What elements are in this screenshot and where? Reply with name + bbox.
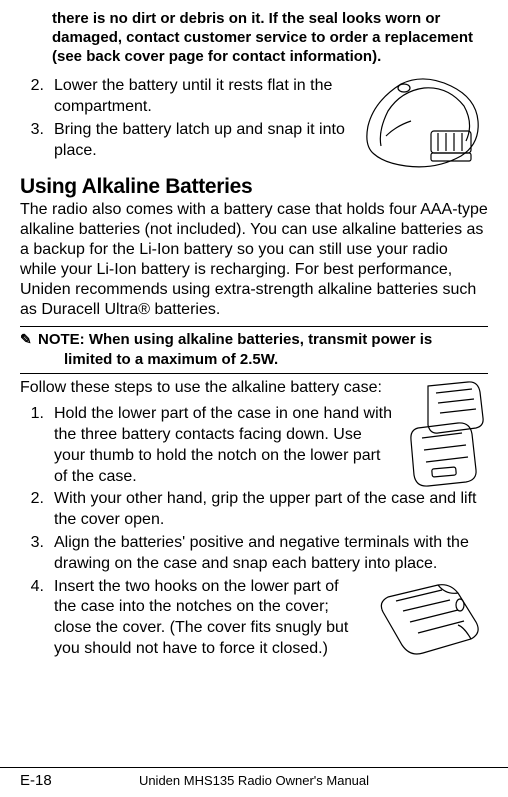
note-callout: ✎ NOTE: When using alkaline batteries, t…	[20, 326, 488, 374]
step-number: 4.	[20, 577, 54, 660]
steps-column: 2. Lower the battery until it rests flat…	[20, 76, 353, 163]
step-number: 2.	[20, 489, 54, 531]
note-body-line2: limited to a maximum of 2.5W.	[38, 350, 488, 370]
section-heading-alkaline: Using Alkaline Batteries	[20, 175, 488, 199]
battery-case-open-illustration	[398, 378, 488, 488]
page-footer: E-18 Uniden MHS135 Radio Owner's Manual	[0, 767, 508, 789]
manual-page: there is no dirt or debris on it. If the…	[0, 0, 508, 797]
step-text: Lower the battery until it rests flat in…	[54, 76, 353, 118]
battery-case-closed-illustration	[368, 577, 488, 659]
step-text: Align the batteries' positive and negati…	[54, 533, 488, 575]
footer-title: Uniden MHS135 Radio Owner's Manual	[80, 773, 488, 788]
page-number: E-18	[20, 772, 80, 789]
case-closed-icon	[368, 577, 488, 659]
step-number: 3.	[20, 120, 54, 162]
radio-battery-illustration	[353, 76, 488, 171]
step-text: Bring the battery latch up and snap it i…	[54, 120, 353, 162]
battery-steps-wrap: 2. Lower the battery until it rests flat…	[20, 76, 488, 171]
step-text: With your other hand, grip the upper par…	[54, 489, 488, 531]
step-text: Insert the two hooks on the lower part o…	[54, 577, 362, 660]
step-number: 2.	[20, 76, 54, 118]
case-open-icon	[398, 378, 488, 488]
radio-back-icon	[356, 76, 486, 171]
step-item: 3. Bring the battery latch up and snap i…	[20, 120, 353, 162]
top-warning-note: there is no dirt or debris on it. If the…	[52, 10, 488, 66]
alkaline-intro-paragraph: The radio also comes with a battery case…	[20, 200, 488, 320]
step-item: 2. With your other hand, grip the upper …	[20, 489, 488, 531]
note-body-line1: When using alkaline batteries, transmit …	[89, 331, 432, 348]
step-item: 4. Insert the two hooks on the lower par…	[20, 577, 362, 660]
step-item: 3. Align the batteries' positive and neg…	[20, 533, 488, 575]
step-number: 3.	[20, 533, 54, 575]
step-text: Hold the lower part of the case in one h…	[54, 404, 392, 487]
note-label: NOTE:	[38, 331, 85, 348]
step-item: 2. Lower the battery until it rests flat…	[20, 76, 353, 118]
step-number: 1.	[20, 404, 54, 487]
step-item: 1. Hold the lower part of the case in on…	[20, 404, 392, 487]
pointing-hand-icon: ✎	[20, 330, 38, 348]
